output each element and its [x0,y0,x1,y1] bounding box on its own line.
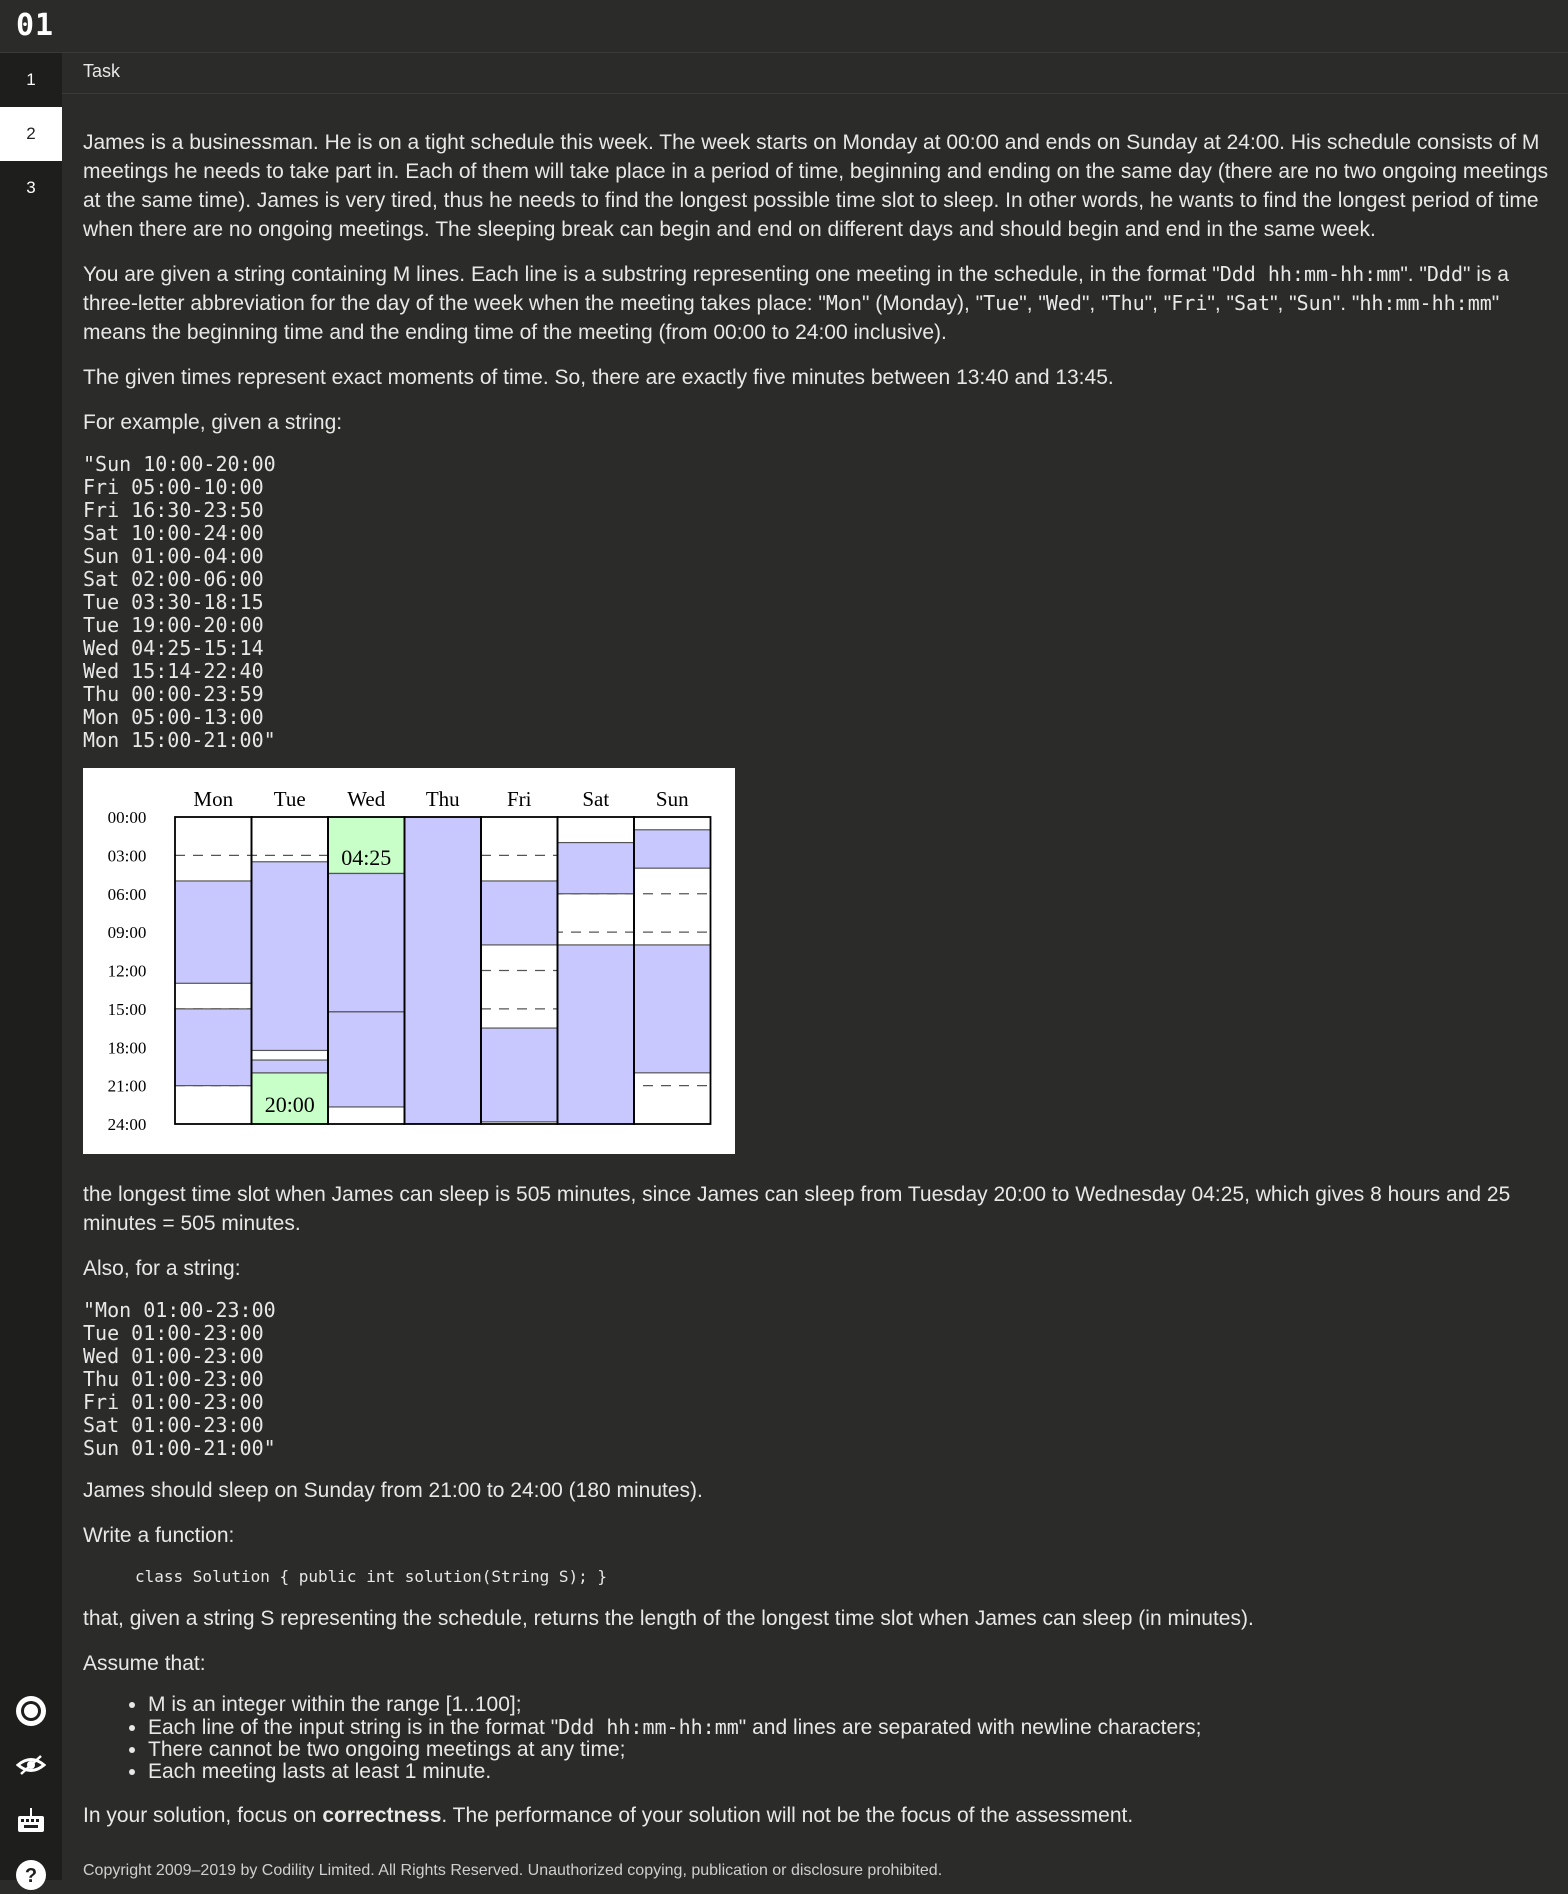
assumption-item: Each meeting lasts at least 1 minute. [148,1761,1555,1783]
time-label: 09:00 [108,923,147,942]
paragraph-exact-times: The given times represent exact moments … [83,366,1114,389]
meeting-block [250,861,329,1052]
meeting-block [174,880,253,984]
schedule-chart: Mon Tue Wed Thu Fri Sat Sun 00:00 03:00 06:00 09:0… [108,787,712,1134]
assumption-item: There cannot be two ongoing meetings at … [148,1739,1555,1761]
top-bar: 01 [0,0,1568,53]
meeting-block [327,872,406,1013]
paragraph-format: You are given a string containing M line… [83,262,1509,344]
day-label: Sat [582,787,609,811]
day-label: Mon [193,787,233,811]
day-label: Wed [347,787,385,811]
paragraph-example2-result: James should sleep on Sunday from 21:00 … [83,1479,703,1502]
day-label: Tue [274,787,306,811]
example-input-2: "Mon 01:00-23:00 Tue 01:00-23:00 Wed 01:… [83,1298,276,1460]
meeting-block [480,1027,559,1123]
tab-bar: Task [62,53,1568,94]
paragraph-example-intro: For example, given a string: [83,411,343,434]
time-label: 00:00 [108,808,147,827]
settings-icon[interactable] [12,1692,50,1730]
time-label: 12:00 [108,962,147,981]
meeting-block [327,1011,406,1108]
assumption-list: M is an integer within the range [1..100… [83,1694,1555,1783]
paragraph-example-result: the longest time slot when James can sle… [83,1183,1511,1235]
meeting-block [403,816,482,1125]
copyright-footer: Copyright 2009–2019 by Codility Limited.… [83,1862,943,1879]
visibility-icon[interactable] [12,1746,50,1784]
meeting-block [633,944,712,1074]
day-label: Thu [426,787,460,811]
paragraph-returns: that, given a string S representing the … [83,1607,1254,1630]
assumption-item: M is an integer within the range [1..100… [148,1694,1555,1716]
schedule-figure: Mon Tue Wed Thu Fri Sat Sun 00:00 03:00 06:00 09:0… [83,768,735,1154]
function-signature: class Solution { public int solution(Str… [135,1567,608,1586]
help-icon[interactable]: ? [12,1856,50,1894]
paragraph-assume: Assume that: [83,1652,206,1675]
meeting-block [480,880,559,946]
paragraph-write-function: Write a function: [83,1524,235,1547]
time-label: 15:00 [108,1000,147,1019]
meeting-block [556,841,635,895]
day-label: Sun [656,787,689,811]
paragraph-example2-intro: Also, for a string: [83,1257,241,1280]
example-input-1: "Sun 10:00-20:00 Fri 05:00-10:00 Fri 16:… [83,452,276,752]
sleep-end-label: 04:25 [341,845,391,870]
svg-text:?: ? [25,1865,37,1887]
keyboard-icon[interactable] [12,1802,50,1840]
sidebar: 1 2 3 ? [0,53,62,1890]
day-label: Fri [507,787,532,811]
sidebar-item-3[interactable]: 3 [26,178,36,197]
assumption-item: Each line of the input string is in the … [148,1716,1555,1739]
meeting-block [556,944,635,1125]
time-label: 18:00 [108,1038,147,1057]
paragraph-focus: In your solution, focus on correctness. … [83,1804,1134,1827]
paragraph-intro: James is a businessman. He is on a tight… [83,131,1549,241]
time-label: 24:00 [108,1115,147,1134]
meeting-block [250,1059,329,1074]
tab-task[interactable]: Task [83,61,121,81]
sleep-start-label: 20:00 [265,1092,315,1117]
task-description: James is a businessman. He is on a tight… [83,128,1555,1846]
time-label: 21:00 [108,1077,147,1096]
sidebar-item-2[interactable]: 2 [0,107,62,161]
meeting-block [633,829,712,869]
app-logo: 01 [16,8,55,43]
time-label: 03:00 [108,846,147,865]
day-column [633,816,712,1125]
meeting-block [174,1008,253,1087]
sidebar-item-1[interactable]: 1 [26,70,36,89]
time-label: 06:00 [108,885,147,904]
